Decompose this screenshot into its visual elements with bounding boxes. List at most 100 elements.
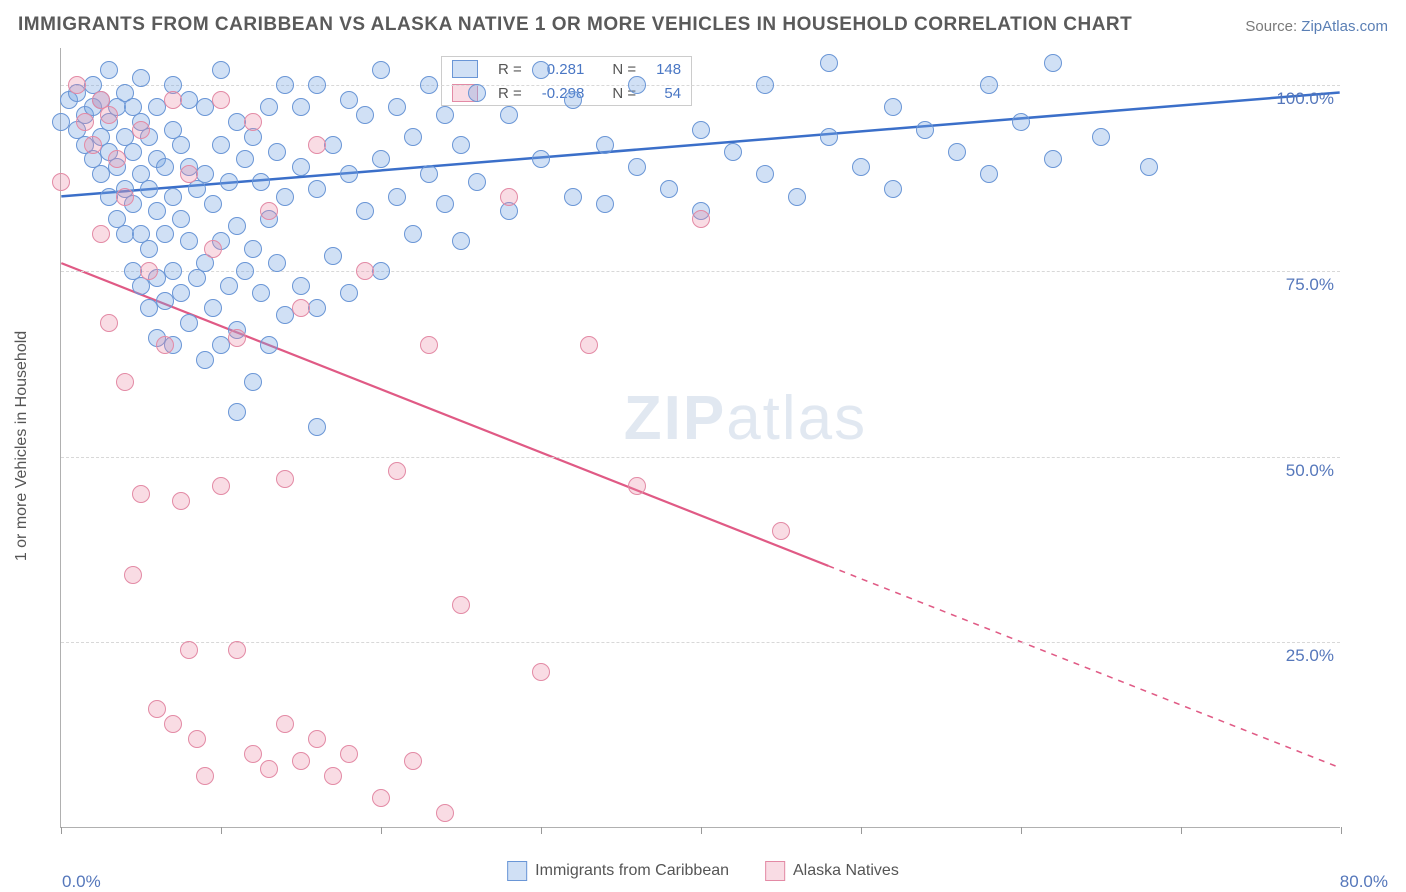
caribbean-point xyxy=(532,150,550,168)
alaska-point xyxy=(276,715,294,733)
caribbean-point xyxy=(1044,150,1062,168)
x-tick xyxy=(1341,827,1342,834)
alaska-point xyxy=(180,165,198,183)
alaska-point xyxy=(260,202,278,220)
caribbean-point xyxy=(132,69,150,87)
caribbean-point xyxy=(204,299,222,317)
caribbean-point xyxy=(884,98,902,116)
source-label: Source: xyxy=(1245,18,1301,35)
alaska-legend-item[interactable]: Alaska Natives xyxy=(765,861,899,881)
caribbean-point xyxy=(596,195,614,213)
y-tick-label: 100.0% xyxy=(1276,89,1334,109)
caribbean-point xyxy=(404,225,422,243)
alaska-point xyxy=(124,566,142,584)
caribbean-point xyxy=(468,173,486,191)
source-attribution: Source: ZipAtlas.com xyxy=(1245,18,1388,35)
alaska-point xyxy=(116,188,134,206)
alaska-trendline-extrapolated xyxy=(828,566,1339,768)
caribbean-point xyxy=(852,158,870,176)
alaska-point xyxy=(212,91,230,109)
caribbean-legend-item[interactable]: Immigrants from Caribbean xyxy=(507,861,729,881)
caribbean-point xyxy=(660,180,678,198)
alaska-point xyxy=(148,700,166,718)
x-axis-min-label: 0.0% xyxy=(62,872,101,892)
caribbean-point xyxy=(268,143,286,161)
alaska-point xyxy=(92,225,110,243)
caribbean-point xyxy=(204,195,222,213)
alaska-point xyxy=(500,188,518,206)
caribbean-point xyxy=(404,128,422,146)
caribbean-point xyxy=(500,106,518,124)
caribbean-point xyxy=(1092,128,1110,146)
caribbean-point xyxy=(156,225,174,243)
alaska-legend-swatch xyxy=(765,861,785,881)
caribbean-point xyxy=(372,61,390,79)
caribbean-n-value: 148 xyxy=(646,57,691,81)
caribbean-point xyxy=(436,106,454,124)
y-tick-label: 75.0% xyxy=(1286,275,1334,295)
alaska-point xyxy=(244,113,262,131)
alaska-point xyxy=(292,752,310,770)
caribbean-point xyxy=(236,150,254,168)
x-tick xyxy=(861,827,862,834)
caribbean-point xyxy=(156,158,174,176)
alaska-point xyxy=(100,106,118,124)
series-legend: Immigrants from Caribbean Alaska Natives xyxy=(489,861,917,886)
caribbean-point xyxy=(420,76,438,94)
alaska-point xyxy=(228,641,246,659)
alaska-point xyxy=(68,76,86,94)
caribbean-point xyxy=(1044,54,1062,72)
caribbean-point xyxy=(756,165,774,183)
caribbean-point xyxy=(292,98,310,116)
alaska-legend-label: Alaska Natives xyxy=(793,862,899,880)
caribbean-point xyxy=(756,76,774,94)
caribbean-point xyxy=(388,188,406,206)
caribbean-point xyxy=(452,232,470,250)
alaska-point xyxy=(308,730,326,748)
caribbean-point xyxy=(228,217,246,235)
x-tick xyxy=(61,827,62,834)
alaska-point xyxy=(436,804,454,822)
alaska-point xyxy=(180,641,198,659)
caribbean-point xyxy=(420,165,438,183)
caribbean-point xyxy=(436,195,454,213)
x-tick xyxy=(221,827,222,834)
alaska-point xyxy=(84,136,102,154)
alaska-point xyxy=(140,262,158,280)
gridline xyxy=(61,642,1340,643)
caribbean-point xyxy=(196,351,214,369)
caribbean-swatch xyxy=(452,60,478,78)
alaska-point xyxy=(188,730,206,748)
chart-title: IMMIGRANTS FROM CARIBBEAN VS ALASKA NATI… xyxy=(18,14,1132,36)
caribbean-legend-label: Immigrants from Caribbean xyxy=(535,862,729,880)
alaska-point xyxy=(420,336,438,354)
caribbean-point xyxy=(980,165,998,183)
caribbean-point xyxy=(164,188,182,206)
alaska-point xyxy=(52,173,70,191)
caribbean-point xyxy=(324,136,342,154)
alaska-trendline xyxy=(61,263,828,566)
y-tick-label: 50.0% xyxy=(1286,461,1334,481)
alaska-point xyxy=(452,596,470,614)
alaska-point xyxy=(204,240,222,258)
caribbean-point xyxy=(628,158,646,176)
alaska-point xyxy=(76,113,94,131)
caribbean-point xyxy=(308,76,326,94)
caribbean-point xyxy=(124,143,142,161)
gridline xyxy=(61,85,1340,86)
caribbean-point xyxy=(140,180,158,198)
plot-area: ZIPatlas R =0.281N =148R =-0.298N =54 25… xyxy=(60,48,1340,828)
source-link[interactable]: ZipAtlas.com xyxy=(1301,18,1388,35)
alaska-point xyxy=(308,136,326,154)
alaska-point xyxy=(244,745,262,763)
caribbean-point xyxy=(172,284,190,302)
caribbean-point xyxy=(564,188,582,206)
x-axis-max-label: 80.0% xyxy=(1340,872,1388,892)
caribbean-point xyxy=(340,91,358,109)
alaska-point xyxy=(196,767,214,785)
alaska-point xyxy=(340,745,358,763)
caribbean-point xyxy=(356,106,374,124)
caribbean-point xyxy=(628,76,646,94)
alaska-point xyxy=(692,210,710,228)
alaska-point xyxy=(628,477,646,495)
